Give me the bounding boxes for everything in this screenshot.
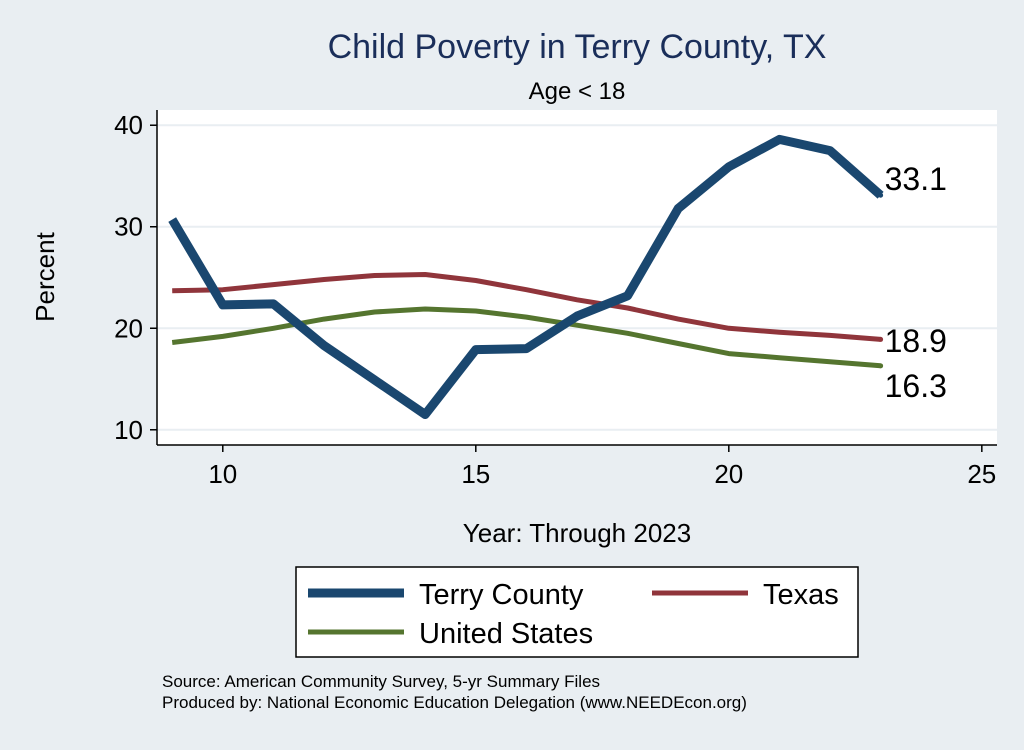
- y-tick-label: 20: [114, 313, 143, 343]
- x-axis-label: Year: Through 2023: [463, 518, 691, 548]
- x-tick-label: 15: [461, 459, 490, 489]
- y-tick-label: 10: [114, 415, 143, 445]
- end-label-texas: 18.9: [885, 323, 947, 359]
- end-point-united-states: [878, 363, 884, 369]
- end-label-united-states: 16.3: [885, 368, 947, 404]
- x-tick-label: 25: [967, 459, 996, 489]
- legend-label-terry-county: Terry County: [419, 579, 584, 611]
- legend-label-texas: Texas: [763, 579, 839, 611]
- x-tick-label: 20: [714, 459, 743, 489]
- y-axis-label: Percent: [30, 231, 60, 321]
- end-point-terry-county: [878, 192, 884, 198]
- source-note: Source: American Community Survey, 5-yr …: [162, 672, 600, 691]
- end-point-texas: [878, 336, 884, 342]
- chart-subtitle: Age < 18: [529, 78, 626, 105]
- plot-area: 10 20 30 40 10 15 20 25 33.1 18.9 16.3: [114, 110, 997, 489]
- x-tick-label: 10: [208, 459, 237, 489]
- series-line-texas: [172, 272, 881, 342]
- legend: Terry County Texas United States: [295, 566, 859, 658]
- y-tick-label: 30: [114, 212, 143, 242]
- series-line-terry-county: [168, 134, 884, 419]
- end-label-terry-county: 33.1: [885, 161, 947, 197]
- credit-note: Produced by: National Economic Education…: [162, 693, 747, 712]
- plot-background: [157, 110, 997, 445]
- chart-title: Child Poverty in Terry County, TX: [328, 28, 827, 66]
- legend-label-united-states: United States: [419, 618, 593, 650]
- legend-box: [295, 566, 859, 658]
- y-tick-label: 40: [114, 110, 143, 140]
- series-line-united-states: [171, 306, 881, 369]
